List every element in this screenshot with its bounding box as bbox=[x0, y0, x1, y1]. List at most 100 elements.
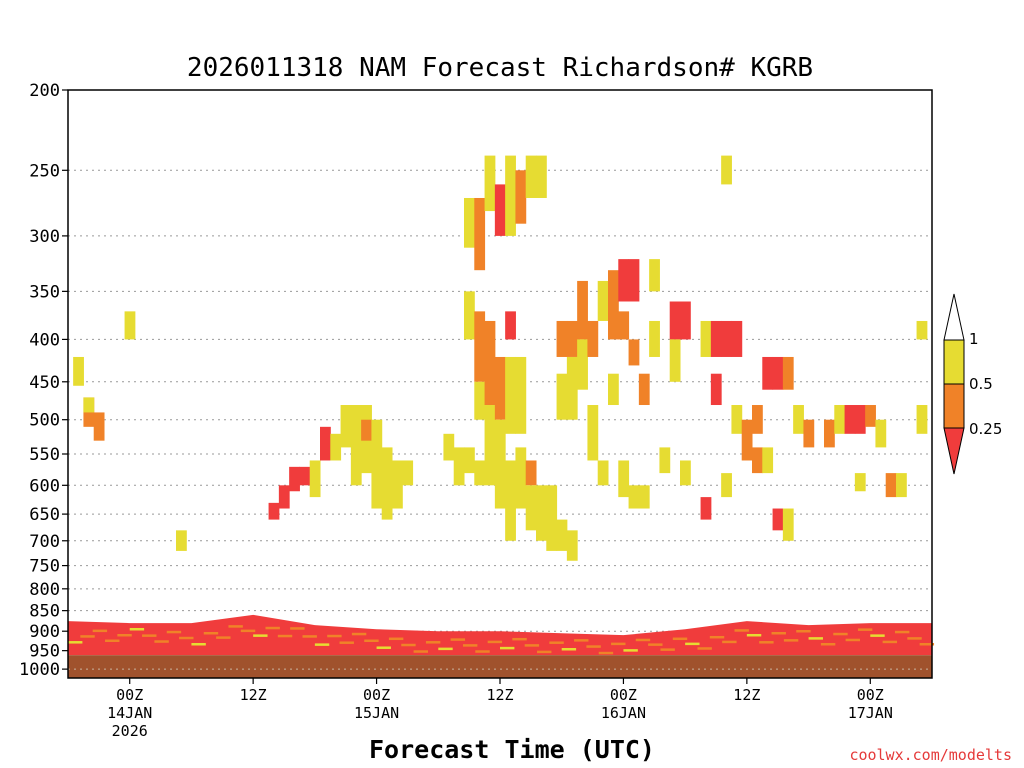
heatmap-cell bbox=[680, 460, 691, 486]
heatmap-cell bbox=[854, 473, 866, 492]
x-tick-label: 14JAN bbox=[107, 704, 152, 722]
band-streak bbox=[561, 647, 577, 651]
heatmap-cell bbox=[474, 197, 486, 271]
band-streak bbox=[364, 639, 379, 643]
heatmap-cell bbox=[896, 473, 907, 498]
band-streak bbox=[376, 646, 391, 649]
heatmap-cell bbox=[361, 419, 372, 441]
heatmap-cell bbox=[402, 460, 414, 486]
y-tick-label: 400 bbox=[29, 330, 60, 350]
ground bbox=[68, 655, 932, 678]
heatmap-cell bbox=[556, 320, 568, 357]
band-streak bbox=[154, 640, 169, 643]
heatmap-cell bbox=[443, 433, 455, 461]
heatmap-cell bbox=[577, 280, 588, 340]
heatmap-cell bbox=[762, 447, 774, 474]
band-streak bbox=[265, 626, 280, 630]
heatmap-cell bbox=[731, 320, 743, 357]
band-streak bbox=[648, 643, 663, 646]
heatmap-cell bbox=[649, 259, 660, 292]
heatmap-cell bbox=[638, 373, 650, 406]
band-streak bbox=[796, 630, 811, 633]
band-streak bbox=[919, 643, 935, 646]
heatmap-cell bbox=[278, 485, 290, 509]
heatmap-cell bbox=[464, 447, 475, 474]
heatmap-cell bbox=[453, 447, 465, 486]
band-streak bbox=[771, 632, 786, 635]
heatmap-cell bbox=[536, 485, 547, 541]
band-streak bbox=[857, 628, 873, 631]
band-streak bbox=[549, 641, 564, 644]
heatmap-cell bbox=[464, 291, 475, 340]
y-axis: 200 250 300 350 400 450 500 550 600 650 700 750 8008… bbox=[19, 81, 68, 680]
band-streak bbox=[240, 629, 256, 633]
heatmap-cell bbox=[494, 184, 506, 236]
band-streak bbox=[722, 640, 737, 644]
band-streak bbox=[80, 635, 95, 638]
heatmap-cell bbox=[608, 373, 619, 406]
heatmap-cell bbox=[350, 405, 362, 486]
x-tick-label: 12Z bbox=[733, 686, 760, 704]
heatmap-cell bbox=[566, 356, 578, 420]
band-streak bbox=[166, 630, 182, 634]
heatmap-cell bbox=[649, 320, 660, 357]
heatmap-cell bbox=[268, 502, 280, 520]
heatmap-cell bbox=[710, 373, 722, 406]
band-streak bbox=[68, 641, 83, 644]
band-streak bbox=[611, 642, 626, 646]
heatmap-cell bbox=[515, 356, 527, 434]
x-axis-label: Forecast Time (UTC) bbox=[369, 735, 655, 764]
band-streak bbox=[808, 637, 823, 640]
heatmap-cell bbox=[885, 473, 897, 498]
heatmap-cell bbox=[525, 155, 537, 198]
x-tick-label: 00Z bbox=[610, 686, 637, 704]
heatmap-cell bbox=[741, 419, 753, 461]
heatmap-cell bbox=[484, 320, 496, 406]
heatmap-cell bbox=[566, 530, 578, 561]
heatmap-cell bbox=[289, 466, 300, 492]
heatmap-cell bbox=[793, 405, 804, 434]
band-streak bbox=[388, 637, 404, 641]
band-streak bbox=[302, 635, 317, 638]
band-streak bbox=[500, 646, 515, 650]
heatmap-cell bbox=[474, 311, 486, 382]
heatmap-cell bbox=[721, 155, 732, 185]
x-tick-label: 00Z bbox=[363, 686, 390, 704]
heatmap-cell bbox=[93, 412, 105, 441]
heatmap-cell bbox=[176, 530, 187, 551]
band-streak bbox=[351, 632, 367, 636]
band-streak bbox=[759, 641, 774, 644]
colorbar: 1 0.5 0.25 bbox=[943, 293, 1002, 475]
band-streak bbox=[672, 637, 688, 641]
x-tick-label: 16JAN bbox=[601, 704, 646, 722]
heatmap-cell bbox=[494, 419, 506, 509]
y-tick-label: 250 bbox=[29, 161, 60, 181]
heatmap-cell bbox=[392, 460, 403, 509]
heatmap-cell bbox=[608, 270, 619, 340]
boundary-layer-fill bbox=[68, 614, 932, 656]
boundary-layer-band bbox=[68, 614, 935, 678]
heatmap-cell bbox=[824, 419, 835, 448]
heatmap-cell bbox=[618, 311, 630, 340]
heatmap-cell bbox=[515, 447, 527, 509]
heatmap-cell bbox=[772, 356, 784, 390]
heatmap-cell bbox=[525, 485, 537, 531]
band-streak bbox=[685, 642, 700, 646]
heatmap-cell bbox=[659, 447, 671, 474]
band-streak bbox=[179, 636, 194, 640]
heatmap-cell bbox=[772, 508, 784, 531]
heatmap-cell bbox=[762, 356, 774, 390]
heatmap-cell bbox=[782, 356, 794, 390]
colorbar-orange bbox=[943, 383, 965, 429]
heatmap-cell bbox=[320, 426, 331, 461]
band-streak bbox=[660, 648, 675, 651]
heatmap-cell bbox=[803, 419, 815, 448]
band-streak bbox=[635, 638, 651, 642]
y-tick-label: 750 bbox=[29, 557, 60, 577]
band-streak bbox=[524, 644, 540, 647]
colorbar-label-0.25: 0.25 bbox=[969, 420, 1002, 438]
heatmap-cell bbox=[474, 460, 486, 486]
heatmap-cell bbox=[484, 405, 496, 486]
band-streak bbox=[746, 633, 762, 637]
x-tick-label: 15JAN bbox=[354, 704, 399, 722]
